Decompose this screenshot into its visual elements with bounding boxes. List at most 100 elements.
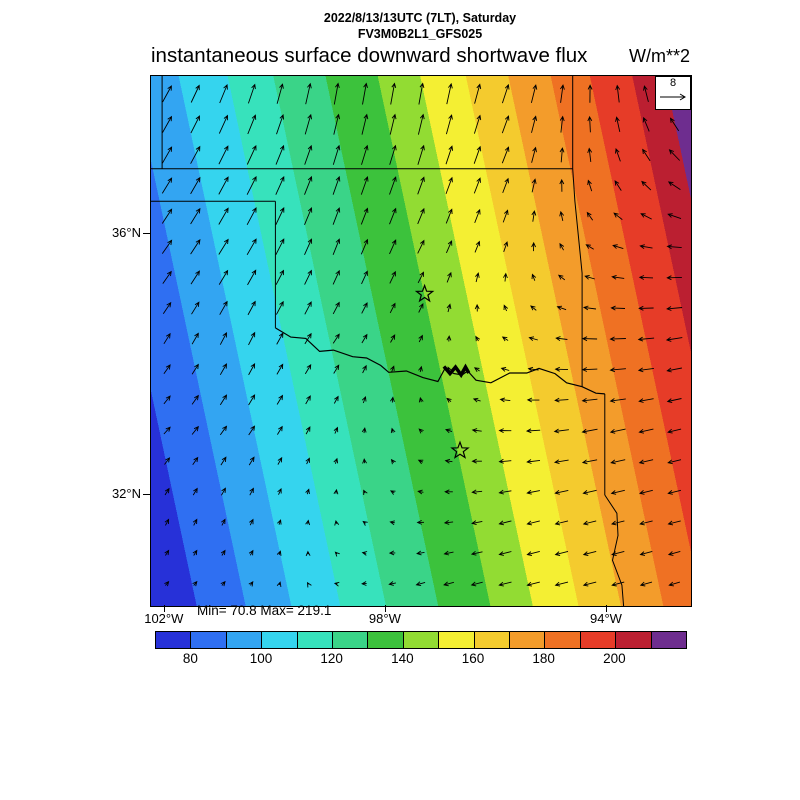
wind-arrow	[473, 145, 482, 164]
wind-arrow	[475, 272, 480, 283]
lon-tick	[163, 605, 165, 612]
wind-arrow	[190, 239, 201, 255]
wind-arrow	[334, 519, 340, 526]
wind-arrow	[305, 488, 310, 495]
wind-arrow	[531, 210, 537, 222]
wind-arrow	[587, 115, 593, 133]
wind-arrow	[304, 332, 312, 345]
wind-arrow	[163, 332, 171, 345]
wind-arrow	[304, 175, 313, 195]
wind-arrow	[162, 146, 173, 164]
wind-arrow	[615, 116, 621, 132]
wind-arrow	[416, 519, 425, 525]
wind-arrow	[162, 115, 173, 133]
wind-arrow	[531, 273, 537, 281]
wind-arrow	[557, 274, 566, 281]
wind-arrow	[445, 114, 453, 135]
wind-arrow	[582, 489, 597, 495]
wind-arrow	[192, 518, 198, 526]
wind-arrow	[640, 213, 652, 220]
wind-arrow	[218, 145, 229, 165]
lon-tick-label: 98°W	[368, 611, 401, 626]
wind-arrow	[333, 426, 339, 434]
wind-arrow	[667, 181, 681, 190]
wind-arrow	[471, 520, 483, 526]
wind-arrow	[531, 146, 537, 163]
wind-arrow	[526, 550, 540, 556]
wind-arrow	[390, 365, 395, 373]
wind-arrow	[445, 428, 453, 434]
colorbar-tick-label: 100	[249, 651, 273, 666]
wind-arrow	[389, 520, 395, 526]
wind-arrow	[638, 275, 654, 280]
wind-arrow	[498, 581, 512, 587]
colorbar	[155, 631, 687, 649]
wind-arrow	[530, 84, 538, 104]
wind-arrow	[501, 146, 510, 164]
colorbar-cell	[191, 632, 227, 648]
wind-arrow	[503, 272, 508, 282]
wind-arrow	[363, 489, 368, 495]
wind-arrow	[388, 581, 396, 586]
wind-arrow	[444, 458, 453, 464]
wind-arrow	[191, 394, 199, 405]
wind-arrow	[610, 489, 625, 495]
wind-arrow	[503, 241, 509, 253]
minmax-stats-label: Min= 70.8 Max= 219.1	[197, 603, 332, 618]
wind-arrow	[190, 84, 200, 103]
wind-arrow	[192, 549, 198, 556]
wind-arrow	[332, 301, 340, 315]
wind-arrow	[470, 581, 483, 587]
lat-tick-label: 32°N	[111, 486, 141, 502]
wind-arrow	[418, 302, 424, 313]
wind-arrow	[248, 363, 256, 376]
wind-arrow	[248, 580, 254, 587]
wind-arrow	[360, 176, 369, 195]
wind-arrow	[473, 177, 481, 194]
wind-arrow	[582, 520, 597, 526]
wind-arrow	[219, 363, 228, 376]
wind-arrow	[472, 397, 481, 403]
wind-arrow	[446, 335, 452, 342]
wind-arrow	[306, 581, 312, 588]
red-river	[275, 327, 605, 395]
wind-arrow	[218, 207, 229, 225]
wind-arrow	[247, 269, 257, 286]
wind-arrow	[609, 367, 626, 373]
wind-arrow	[221, 487, 226, 496]
wind-arrow	[560, 84, 565, 103]
lat-tick-label: 36°N	[111, 224, 141, 240]
wind-arrow	[332, 238, 341, 255]
wind-arrow	[498, 458, 512, 464]
wind-arrow	[277, 487, 282, 495]
wind-arrow	[667, 428, 682, 434]
wind-arrow	[526, 459, 541, 464]
wind-arrow	[247, 114, 257, 135]
colorbar-cell	[439, 632, 475, 648]
map-area: 8	[150, 75, 692, 607]
wind-arrow	[276, 332, 284, 345]
wind-arrow	[642, 148, 651, 162]
wind-arrow	[471, 489, 483, 495]
wind-arrow	[668, 581, 681, 587]
map-overlay	[151, 76, 683, 606]
wind-arrow	[526, 397, 540, 403]
wind-arrow	[191, 301, 200, 315]
wind-arrow	[530, 305, 537, 311]
wind-arrow	[417, 459, 424, 465]
wind-arrow	[192, 580, 198, 587]
wind-arrow	[667, 459, 682, 465]
wind-arrow	[276, 363, 284, 375]
wind-arrow	[362, 520, 368, 526]
wind-arrow	[332, 144, 341, 165]
wind-arrow	[275, 269, 284, 285]
wind-arrow	[161, 177, 173, 194]
wind-arrow	[332, 269, 340, 285]
wind-arrow	[219, 394, 228, 406]
wind-arrow	[586, 211, 594, 221]
wind-arrow	[361, 270, 368, 285]
wind-arrow	[305, 82, 312, 105]
wind-arrow	[161, 208, 173, 224]
wind-arrow	[668, 149, 681, 161]
wind-arrow	[667, 520, 681, 526]
